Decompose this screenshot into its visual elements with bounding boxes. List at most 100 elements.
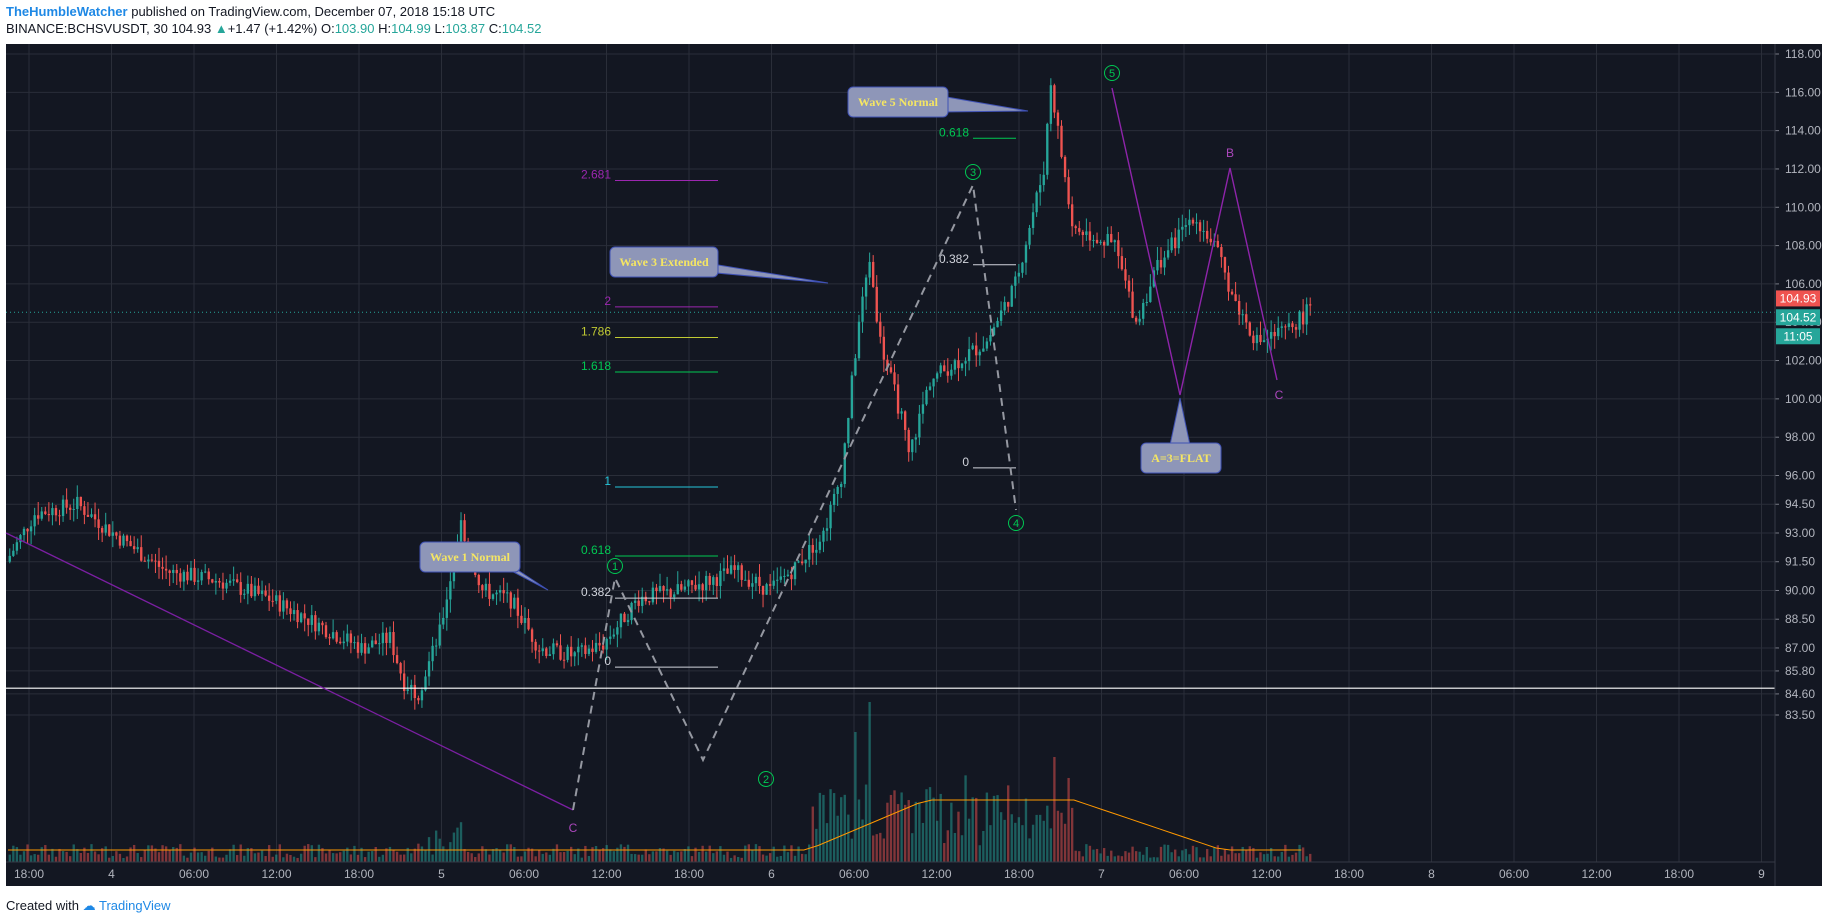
candle-body <box>836 486 839 494</box>
countdown-badge-bg <box>1776 328 1820 345</box>
wave3-callout-box <box>609 246 719 278</box>
candle-body <box>132 546 136 550</box>
candle-body <box>243 593 246 595</box>
candle-body <box>118 535 122 546</box>
tradingview-brand[interactable]: TradingView <box>99 898 171 913</box>
volume-bar <box>971 797 974 862</box>
candle-body <box>747 579 751 587</box>
candle-body <box>502 590 505 594</box>
candle-body <box>413 684 417 699</box>
candle-body <box>204 571 207 573</box>
volume-bar <box>573 854 576 862</box>
candle-body <box>935 373 939 379</box>
volume-bar <box>1213 847 1216 862</box>
volume-bar <box>1188 854 1191 862</box>
candle-body <box>1206 230 1209 239</box>
volume-bar <box>626 844 630 862</box>
candle-body <box>683 586 687 590</box>
candle-body <box>150 559 154 561</box>
volume-bar <box>1259 852 1262 862</box>
candle-body <box>637 600 640 606</box>
candle-body <box>449 581 452 600</box>
candle-body <box>992 327 996 336</box>
candle-body <box>939 365 942 374</box>
candle-body <box>644 596 647 602</box>
volume-bar <box>1220 855 1223 862</box>
volume-bar <box>616 847 619 862</box>
volume-bar <box>367 851 370 862</box>
volume-bar <box>1078 851 1081 862</box>
candle-body <box>498 590 502 593</box>
candle-body <box>573 652 576 657</box>
volume-bar <box>207 850 210 862</box>
volume-bar <box>196 852 200 862</box>
volume-bars <box>8 702 1312 862</box>
symbol-name: BINANCE:BCHSVUSDT, 30 <box>6 21 168 36</box>
candle-body <box>1237 300 1241 315</box>
volume-bar <box>612 851 615 862</box>
wave5-callout-text: Wave 5 Normal <box>858 95 939 109</box>
volume-bar <box>29 855 33 862</box>
candle-body <box>104 524 107 533</box>
symbol-info-line: BINANCE:BCHSVUSDT, 30 104.93 ▲+1.47 (+1.… <box>6 21 541 37</box>
volume-bar <box>886 802 889 862</box>
tradingview-icon[interactable]: ☁ <box>82 898 96 913</box>
candle-body <box>19 535 22 543</box>
volume-bar <box>1039 814 1042 862</box>
x-tick-label: 06:00 <box>1169 867 1199 881</box>
volume-bar <box>953 832 957 862</box>
candle-body <box>605 638 608 650</box>
volume-bar <box>665 850 669 862</box>
volume-bar <box>339 852 342 862</box>
volume-bar <box>1269 847 1273 862</box>
author-link[interactable]: TheHumbleWatcher <box>6 4 128 19</box>
candle-body <box>1074 226 1077 229</box>
candle-body <box>1188 219 1191 226</box>
candle-body <box>310 615 313 625</box>
volume-bar <box>605 845 608 862</box>
candle-body <box>744 579 747 581</box>
wave1-callout-box <box>419 541 521 573</box>
candle-body <box>964 361 967 364</box>
candle-body <box>989 335 992 342</box>
volume-bar <box>1110 850 1113 862</box>
volume-bar <box>1099 853 1102 862</box>
volume-bar <box>44 845 47 862</box>
candle-body <box>1230 291 1234 295</box>
candle-body <box>886 359 889 368</box>
footer: Created with ☁ TradingView <box>6 898 171 914</box>
candle-body <box>488 583 491 599</box>
volume-bar <box>836 815 839 862</box>
volume-bar <box>186 857 189 862</box>
volume-bar <box>811 806 814 862</box>
volume-bar <box>1149 857 1152 862</box>
fib-level-label: 2.681 <box>581 167 611 181</box>
volume-bar <box>502 852 505 862</box>
candle-body <box>1294 327 1298 330</box>
volume-bar <box>8 854 11 862</box>
volume-bar <box>328 850 331 862</box>
volume-bar <box>1145 846 1148 862</box>
volume-bar <box>967 818 971 862</box>
candle-body <box>93 514 97 520</box>
volume-bar <box>928 787 932 862</box>
volume-bar <box>317 844 321 862</box>
candle-body <box>65 499 68 508</box>
candle-body <box>1245 314 1248 323</box>
volume-bar <box>733 855 736 862</box>
candle-body <box>559 645 562 660</box>
volume-bar <box>204 855 207 862</box>
volume-bar <box>104 846 107 862</box>
volume-bar <box>154 848 157 862</box>
candle-body <box>925 389 928 405</box>
candle-body <box>587 648 591 654</box>
corrective-label: C <box>569 821 578 835</box>
candle-body <box>982 348 985 352</box>
volume-bar <box>776 856 779 862</box>
volume-bar <box>1042 820 1045 862</box>
candle-body <box>164 568 168 571</box>
candle-body <box>996 320 999 328</box>
candle-body <box>776 579 779 581</box>
candle-body <box>918 413 921 438</box>
